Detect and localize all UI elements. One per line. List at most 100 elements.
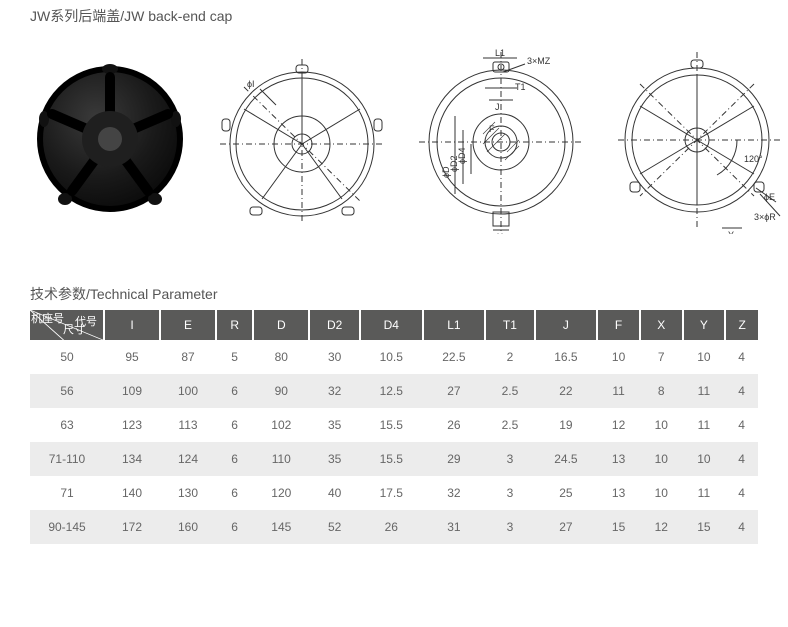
cell: 3 [485, 476, 534, 510]
cell: 25 [535, 476, 598, 510]
label-T1: T1 [515, 82, 526, 92]
cell: 140 [104, 476, 160, 510]
row-key: 63 [30, 408, 104, 442]
cell: 120 [253, 476, 309, 510]
cell: 145 [253, 510, 309, 544]
cell: 13 [597, 442, 640, 476]
table-row: 561091006903212.5272.522118114 [30, 374, 758, 408]
cell: 29 [423, 442, 486, 476]
cell: 100 [160, 374, 216, 408]
cell: 19 [535, 408, 598, 442]
col-header: E [160, 310, 216, 340]
label-Y: Y [728, 230, 734, 234]
cell: 4 [725, 408, 758, 442]
cell: 10 [640, 476, 683, 510]
row-key: 90-145 [30, 510, 104, 544]
cell: 6 [216, 408, 253, 442]
col-header: J [535, 310, 598, 340]
cell: 27 [423, 374, 486, 408]
cell: 11 [597, 374, 640, 408]
row-key: 56 [30, 374, 104, 408]
cell: 12 [640, 510, 683, 544]
cell: 2 [485, 340, 534, 374]
cell: 4 [725, 374, 758, 408]
cell: 95 [104, 340, 160, 374]
cell: 4 [725, 476, 758, 510]
cell: 12.5 [360, 374, 423, 408]
cell: 10 [683, 442, 726, 476]
cell: 7 [640, 340, 683, 374]
corner-mid: 机座号 [31, 310, 64, 326]
cell: 11 [683, 374, 726, 408]
cell: 11 [683, 408, 726, 442]
cell: 4 [725, 442, 758, 476]
label-phiI: ϕI [247, 79, 255, 89]
cell: 15.5 [360, 408, 423, 442]
cell: 40 [309, 476, 360, 510]
label-F: F [489, 124, 495, 134]
subtitle: 技术参数/Technical Parameter [30, 284, 758, 304]
cell: 27 [535, 510, 598, 544]
drawing-rear: 120° ϕE 3×ϕR Y [612, 44, 787, 239]
col-header: D4 [360, 310, 423, 340]
cell: 134 [104, 442, 160, 476]
label-L1: L1 [495, 48, 505, 58]
cell: 24.5 [535, 442, 598, 476]
cell: 15 [597, 510, 640, 544]
cell: 4 [725, 340, 758, 374]
cell: 130 [160, 476, 216, 510]
cell: 3 [485, 442, 534, 476]
cell: 30 [309, 340, 360, 374]
col-header: D [253, 310, 309, 340]
row-key: 71-110 [30, 442, 104, 476]
cell: 123 [104, 408, 160, 442]
cell: 32 [423, 476, 486, 510]
cell: 35 [309, 442, 360, 476]
cell: 172 [104, 510, 160, 544]
cell: 10 [640, 442, 683, 476]
cell: 6 [216, 510, 253, 544]
drawing-front: ϕI [214, 49, 389, 234]
corner-header: 代号 机座号 尺寸 [30, 310, 104, 340]
cell: 6 [216, 374, 253, 408]
row-key: 71 [30, 476, 104, 510]
param-table: 代号 机座号 尺寸 IERDD2D4L1T1JFXYZ 509587580301… [30, 310, 758, 544]
cell: 22 [535, 374, 598, 408]
table-row: 6312311361023515.5262.5191210114 [30, 408, 758, 442]
cell: 10.5 [360, 340, 423, 374]
table-row: 7114013061204017.5323251310114 [30, 476, 758, 510]
cell: 26 [360, 510, 423, 544]
cell: 2.5 [485, 374, 534, 408]
cell: 26 [423, 408, 486, 442]
cell: 109 [104, 374, 160, 408]
cell: 160 [160, 510, 216, 544]
label-angle: 120° [744, 154, 763, 164]
table-row: 90-14517216061455226313271512154 [30, 510, 758, 544]
row-key: 50 [30, 340, 104, 374]
col-header: Y [683, 310, 726, 340]
col-header: L1 [423, 310, 486, 340]
cell: 110 [253, 442, 309, 476]
cell: 6 [216, 442, 253, 476]
cell: 113 [160, 408, 216, 442]
cell: 80 [253, 340, 309, 374]
col-header: X [640, 310, 683, 340]
product-photo [30, 59, 190, 224]
cell: 15 [683, 510, 726, 544]
cell: 87 [160, 340, 216, 374]
cell: 16.5 [535, 340, 598, 374]
cell: 35 [309, 408, 360, 442]
cell: 90 [253, 374, 309, 408]
label-phiE: ϕE [764, 192, 775, 202]
cell: 12 [597, 408, 640, 442]
col-header: Z [725, 310, 758, 340]
label-X: X [497, 232, 503, 234]
cell: 10 [683, 340, 726, 374]
cell: 17.5 [360, 476, 423, 510]
page-title: JW系列后端盖/JW back-end cap [30, 6, 758, 26]
table-row: 5095875803010.522.5216.5107104 [30, 340, 758, 374]
label-phiR: 3×ϕR [754, 212, 776, 222]
label-phiD: ϕD [441, 166, 451, 178]
label-J: J [495, 102, 500, 112]
cell: 2.5 [485, 408, 534, 442]
